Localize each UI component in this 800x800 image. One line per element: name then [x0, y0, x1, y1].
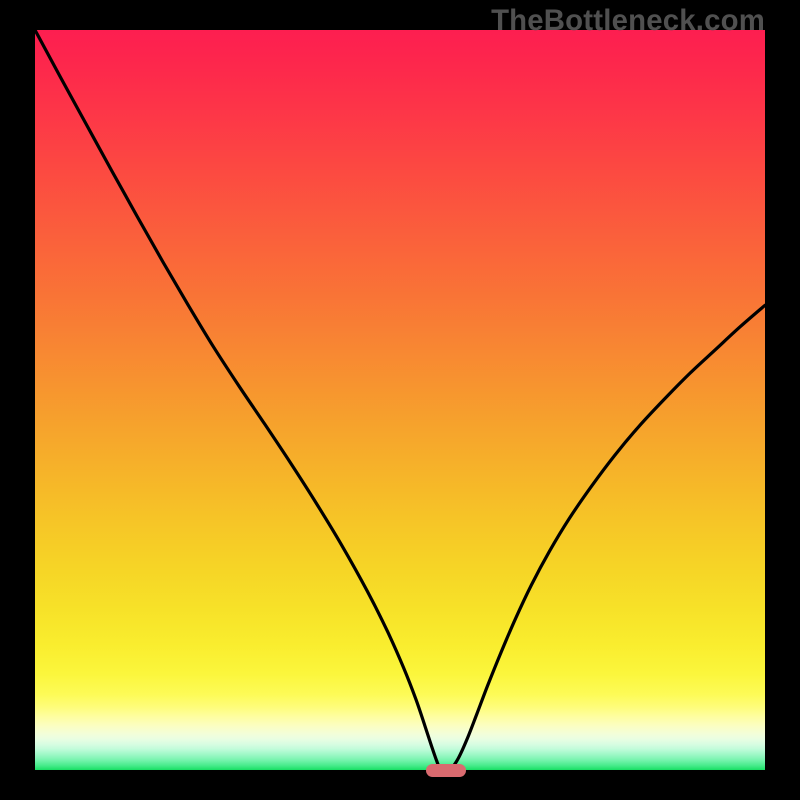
- watermark-text: TheBottleneck.com: [491, 4, 765, 38]
- bottleneck-curve: [35, 30, 765, 770]
- optimum-marker: [426, 764, 466, 777]
- plot-area: [35, 30, 765, 770]
- chart-outer: TheBottleneck.com: [0, 0, 800, 800]
